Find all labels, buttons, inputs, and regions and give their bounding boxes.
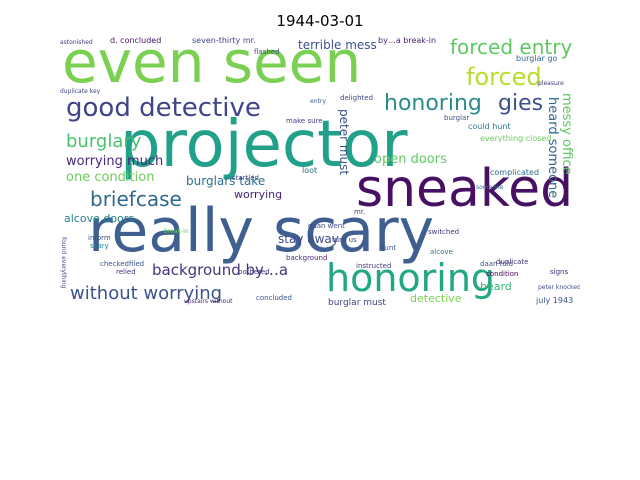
word-forced-entry: forced entry (450, 37, 573, 59)
word-heard: heard (480, 280, 512, 293)
word-astonished: astonished (60, 39, 93, 46)
word-startled: startled (232, 174, 259, 182)
word-burglar-go: burglar go (516, 54, 558, 63)
word-daan-told: daan told (480, 260, 514, 268)
word-make-sure: make sure (286, 117, 323, 125)
word-worrying-much: worrying much (66, 154, 164, 169)
word-open-doors: open doors (374, 152, 447, 167)
word-worrying: worrying (234, 188, 283, 201)
word-duplicate: duplicate (496, 258, 529, 266)
word-everything-closed: everything closed (480, 134, 552, 143)
word-by-a-break-in: by…a break-in (378, 37, 437, 45)
word-detective: detective (410, 292, 462, 305)
word-forced: forced (466, 63, 542, 91)
word-someone: someone (476, 184, 504, 191)
word-stay-away: stay away (278, 232, 339, 246)
word-honoring-mid: honoring (384, 91, 482, 116)
word-signs: signs (550, 268, 569, 276)
word-flashed: flashed (254, 48, 280, 56)
word-briefcase: briefcase (90, 187, 182, 211)
word-sneaked: sneaked (356, 159, 574, 219)
word-delighted: delighted (340, 94, 374, 102)
word-messy-office: messy office (559, 93, 574, 175)
word-switched: switched (428, 228, 460, 236)
word-seven-thirty: seven-thirty mr. (192, 37, 256, 45)
word-really-scary: really scary (88, 196, 435, 266)
word-peter-knocked: peter knocked (538, 284, 580, 291)
word-instructed: instructed (356, 262, 392, 270)
word-d-concluded: d. concluded (110, 37, 162, 45)
word-terrible-mess: terrible mess (298, 38, 377, 52)
word-one-condition: one condition (66, 170, 155, 185)
word-alcove-doors: alcove doors (64, 212, 135, 225)
word-heard-someone: heard someone (545, 97, 560, 199)
word-upstairs-without: upstairs without (184, 298, 233, 305)
word-burglary: burglary (66, 131, 142, 152)
word-mr: mr. (354, 208, 366, 216)
word-without-worrying: without worrying (70, 283, 223, 304)
word-could-hunt: could hunt (468, 122, 511, 131)
word-entry: entry (310, 98, 326, 105)
word-complicated: complicated (490, 168, 540, 177)
word-peter-must: peter must (337, 109, 351, 176)
word-loot: loot (302, 166, 318, 175)
word-background-by: background by…a (152, 261, 289, 279)
word-pleasure: pleasure (538, 80, 564, 87)
word-condition: condition (486, 270, 519, 278)
word-hunt: hunt (380, 244, 397, 252)
word-concluded: concluded (256, 294, 292, 302)
word-july-1943: july 1943 (536, 296, 574, 305)
word-honoring-large: honoring (326, 256, 496, 300)
word-good-detective: good detective (66, 93, 261, 123)
word-projector: projector (120, 108, 408, 182)
word-turn-us: turn us (332, 236, 357, 244)
chart-title: 1944-03-01 (276, 12, 364, 30)
word-inform: inform (88, 234, 111, 242)
word-daan-went: daan went (308, 222, 345, 230)
word-cloud: even seen projector really scary sneaked… (60, 37, 580, 307)
word-even-seen: even seen (62, 37, 362, 96)
word-burglar: burglar (444, 114, 470, 122)
word-found-everything: found everything (60, 237, 67, 289)
word-gies: gies (498, 91, 544, 116)
word-break-in: break-in (164, 228, 189, 235)
word-burglars-take: burglars take (186, 174, 266, 188)
word-scary: scary (90, 242, 109, 250)
word-burglar-must: burglar must (328, 298, 386, 308)
word-alcove: alcove (430, 248, 453, 256)
word-bothered: bothered (238, 268, 270, 276)
word-checkedfiled: checkedfiled (100, 260, 145, 268)
word-duplicate-key: duplicate key (60, 88, 101, 95)
word-background: background (286, 254, 328, 262)
word-relied: relied (116, 268, 136, 276)
